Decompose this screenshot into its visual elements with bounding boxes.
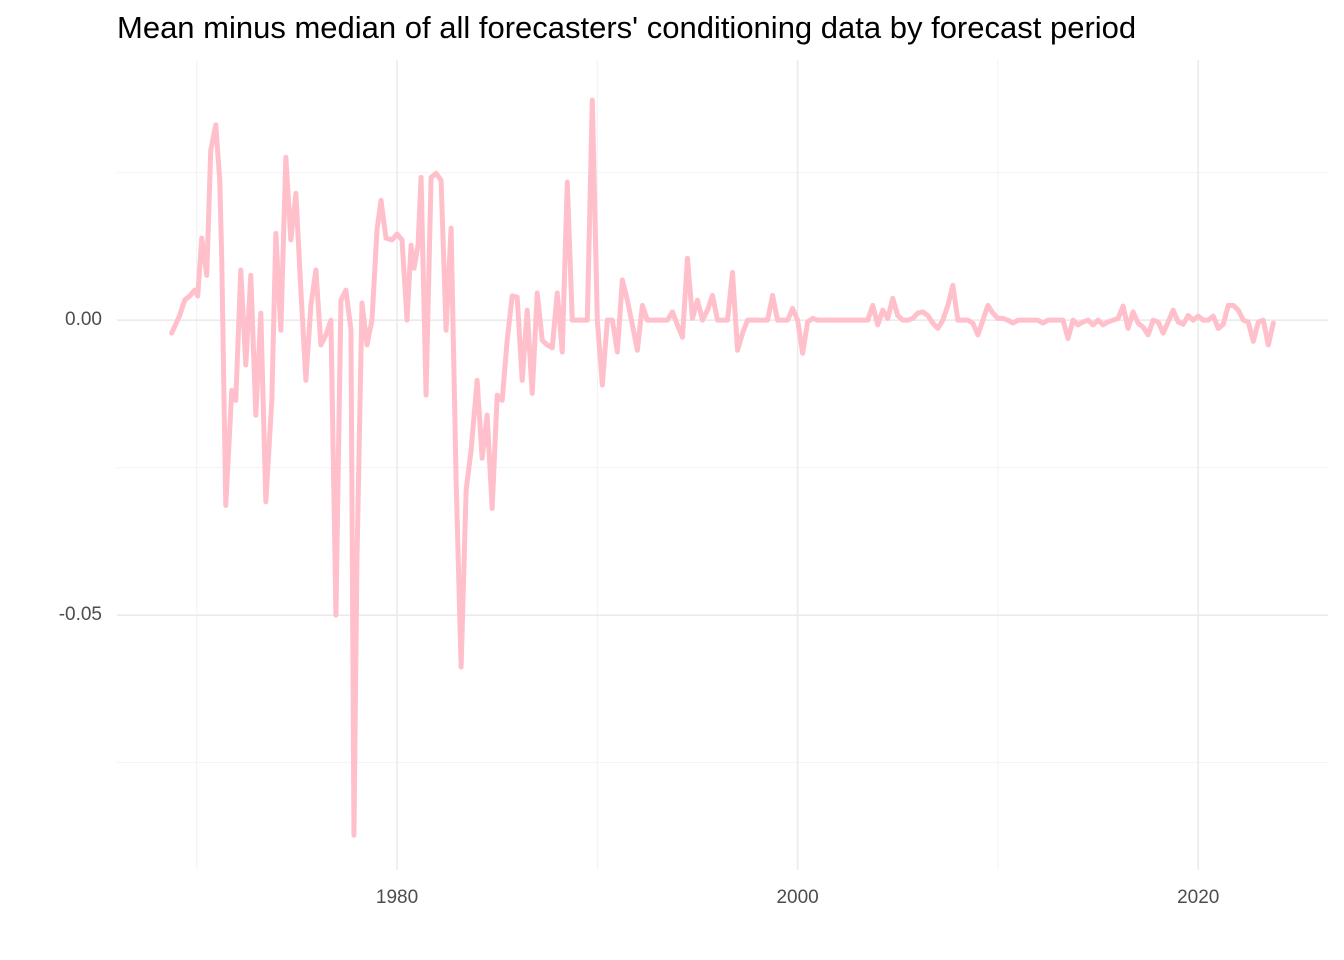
data-line xyxy=(169,97,1276,838)
y-tick-label: -0.05 xyxy=(59,604,102,625)
x-tick-label: 1980 xyxy=(376,887,418,908)
chart-title: Mean minus median of all forecasters' co… xyxy=(117,10,1136,45)
x-tick-label: 2020 xyxy=(1177,887,1219,908)
x-tick-label: 2000 xyxy=(776,887,818,908)
y-tick-label: 0.00 xyxy=(65,309,102,330)
